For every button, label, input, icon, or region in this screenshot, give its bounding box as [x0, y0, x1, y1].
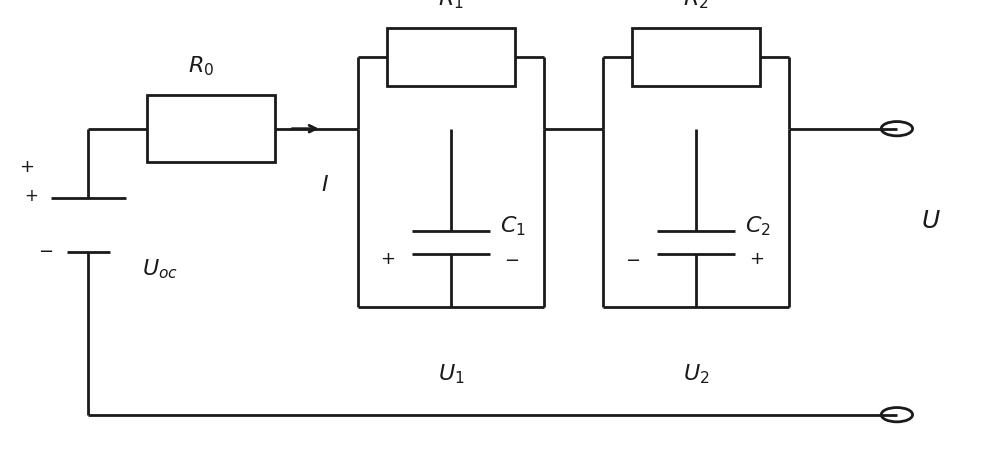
Text: $-$: $-$ — [625, 249, 640, 267]
Text: $R_2$: $R_2$ — [683, 0, 709, 11]
Text: $-$: $-$ — [504, 249, 519, 267]
Text: $I$: $I$ — [321, 174, 329, 196]
Text: $+$: $+$ — [380, 249, 395, 267]
Text: $+$: $+$ — [749, 249, 764, 267]
Text: $+$: $+$ — [19, 158, 34, 176]
Text: $U_{oc}$: $U_{oc}$ — [142, 257, 178, 280]
Text: $U_2$: $U_2$ — [683, 361, 709, 385]
Bar — [387, 29, 515, 87]
Text: $C_1$: $C_1$ — [500, 213, 526, 237]
Text: $-$: $-$ — [38, 240, 53, 258]
Text: $+$: $+$ — [24, 187, 39, 205]
Text: $U_1$: $U_1$ — [438, 361, 464, 385]
Bar — [632, 29, 760, 87]
Text: $R_1$: $R_1$ — [438, 0, 464, 11]
Text: $C_2$: $C_2$ — [745, 213, 771, 237]
Text: $U$: $U$ — [921, 210, 941, 233]
Text: $R_0$: $R_0$ — [188, 55, 214, 78]
Bar — [147, 96, 275, 163]
